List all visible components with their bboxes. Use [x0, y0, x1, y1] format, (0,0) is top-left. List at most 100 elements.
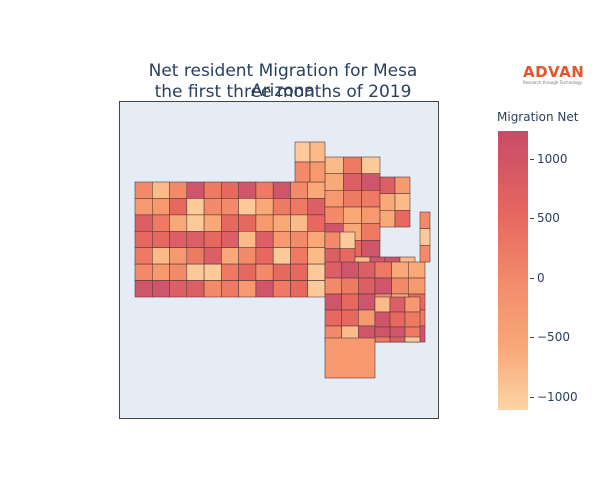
tract-polygon[interactable]	[255, 231, 274, 249]
tract-polygon[interactable]	[358, 309, 376, 327]
tract-polygon[interactable]	[324, 277, 343, 295]
tract-polygon[interactable]	[238, 214, 257, 232]
tract-polygon[interactable]	[221, 198, 240, 216]
tract-polygon[interactable]	[324, 261, 343, 279]
tract-polygon[interactable]	[134, 280, 153, 298]
tract-polygon[interactable]	[186, 231, 205, 249]
tract-polygon[interactable]	[186, 280, 205, 298]
tract-polygon[interactable]	[221, 280, 240, 298]
tract-polygon[interactable]	[343, 173, 362, 191]
tract-polygon[interactable]	[324, 309, 343, 327]
tract-polygon[interactable]	[221, 263, 240, 281]
tract-polygon[interactable]	[404, 296, 421, 313]
tract-polygon[interactable]	[307, 231, 326, 249]
tract-polygon[interactable]	[361, 223, 381, 241]
tract-polygon[interactable]	[151, 280, 170, 298]
tract-polygon[interactable]	[404, 336, 421, 343]
tract-polygon[interactable]	[169, 263, 188, 281]
tract-polygon[interactable]	[221, 181, 240, 199]
tract-polygon[interactable]	[272, 214, 291, 232]
tract-polygon[interactable]	[169, 247, 188, 265]
tract-polygon[interactable]	[255, 280, 274, 298]
tract-polygon[interactable]	[361, 173, 381, 191]
tract-polygon[interactable]	[407, 261, 426, 279]
tract-polygon[interactable]	[324, 231, 341, 250]
tract-polygon[interactable]	[272, 231, 291, 249]
tract-polygon[interactable]	[358, 293, 376, 311]
tract-polygon[interactable]	[341, 277, 359, 295]
tract-polygon[interactable]	[238, 263, 257, 281]
tract-polygon[interactable]	[151, 198, 170, 216]
tract-polygon[interactable]	[238, 231, 257, 249]
tract-polygons[interactable]	[120, 102, 439, 419]
tract-polygon[interactable]	[324, 337, 376, 379]
tract-polygon[interactable]	[307, 263, 326, 281]
tract-polygon[interactable]	[186, 214, 205, 232]
choropleth-map[interactable]	[119, 101, 439, 419]
tract-polygon[interactable]	[134, 198, 153, 216]
tract-polygon[interactable]	[238, 247, 257, 265]
tract-polygon[interactable]	[221, 231, 240, 249]
tract-polygon[interactable]	[134, 181, 153, 199]
tract-polygon[interactable]	[309, 161, 326, 183]
tract-polygon[interactable]	[272, 247, 291, 265]
tract-polygon[interactable]	[169, 280, 188, 298]
tract-polygon[interactable]	[151, 214, 170, 232]
tract-polygon[interactable]	[307, 198, 326, 216]
tract-polygon[interactable]	[389, 311, 406, 328]
tract-polygon[interactable]	[389, 296, 406, 313]
tract-polygon[interactable]	[309, 141, 326, 163]
tract-polygon[interactable]	[307, 280, 326, 298]
tract-polygon[interactable]	[324, 190, 344, 208]
tract-polygon[interactable]	[361, 190, 381, 208]
tract-polygon[interactable]	[419, 211, 431, 230]
tract-polygon[interactable]	[203, 280, 222, 298]
tract-polygon[interactable]	[169, 181, 188, 199]
tract-polygon[interactable]	[324, 206, 344, 225]
tract-polygon[interactable]	[343, 190, 362, 208]
tract-polygon[interactable]	[404, 311, 421, 328]
tract-polygon[interactable]	[394, 210, 411, 228]
tract-polygon[interactable]	[290, 181, 309, 199]
tract-polygon[interactable]	[186, 263, 205, 281]
tract-polygon[interactable]	[255, 181, 274, 199]
tract-polygon[interactable]	[255, 263, 274, 281]
tract-polygon[interactable]	[203, 214, 222, 232]
tract-polygon[interactable]	[186, 247, 205, 265]
tract-polygon[interactable]	[151, 247, 170, 265]
tract-polygon[interactable]	[374, 336, 391, 343]
tract-polygon[interactable]	[307, 214, 326, 232]
tract-polygon[interactable]	[221, 214, 240, 232]
tract-polygon[interactable]	[255, 198, 274, 216]
tract-polygon[interactable]	[134, 214, 153, 232]
tract-polygon[interactable]	[374, 277, 393, 295]
tract-polygon[interactable]	[169, 214, 188, 232]
tract-polygon[interactable]	[361, 206, 381, 225]
tract-polygon[interactable]	[255, 247, 274, 265]
tract-polygon[interactable]	[151, 181, 170, 199]
tract-polygon[interactable]	[186, 181, 205, 199]
tract-polygon[interactable]	[272, 181, 291, 199]
tract-polygon[interactable]	[341, 293, 359, 311]
tract-polygon[interactable]	[379, 193, 396, 211]
tract-polygon[interactable]	[290, 231, 309, 249]
tract-polygon[interactable]	[203, 198, 222, 216]
tract-polygon[interactable]	[238, 198, 257, 216]
tract-polygon[interactable]	[151, 263, 170, 281]
tract-polygon[interactable]	[358, 261, 376, 279]
tract-polygon[interactable]	[290, 198, 309, 216]
tract-polygon[interactable]	[341, 261, 359, 279]
tract-polygon[interactable]	[391, 277, 409, 295]
tract-polygon[interactable]	[272, 198, 291, 216]
tract-polygon[interactable]	[374, 261, 393, 279]
tract-polygon[interactable]	[255, 214, 274, 232]
tract-polygon[interactable]	[361, 156, 381, 175]
tract-polygon[interactable]	[203, 181, 222, 199]
tract-polygon[interactable]	[324, 293, 343, 311]
tract-polygon[interactable]	[379, 176, 396, 195]
tract-polygon[interactable]	[419, 245, 431, 263]
tract-polygon[interactable]	[203, 247, 222, 265]
tract-polygon[interactable]	[374, 311, 391, 328]
tract-polygon[interactable]	[339, 231, 356, 250]
tract-polygon[interactable]	[391, 261, 409, 279]
